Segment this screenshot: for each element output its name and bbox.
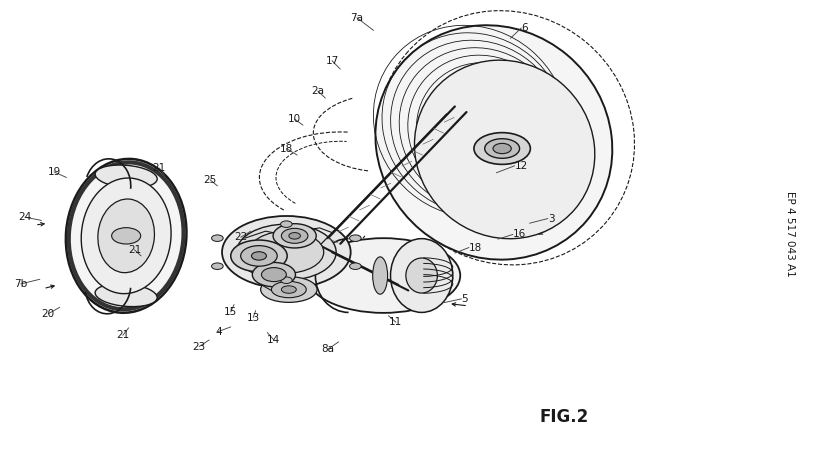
Text: 2a: 2a — [311, 86, 325, 96]
Text: 11: 11 — [389, 317, 403, 327]
Ellipse shape — [111, 227, 141, 244]
Text: FIG.2: FIG.2 — [540, 408, 589, 425]
Text: 20: 20 — [42, 309, 55, 319]
Ellipse shape — [222, 216, 351, 288]
Ellipse shape — [273, 224, 316, 248]
Ellipse shape — [261, 276, 317, 303]
Text: 8a: 8a — [321, 344, 334, 354]
Text: 10: 10 — [288, 114, 301, 124]
Ellipse shape — [271, 281, 306, 298]
Ellipse shape — [485, 139, 520, 158]
Text: 23: 23 — [193, 341, 206, 352]
Text: 18: 18 — [469, 242, 482, 253]
Ellipse shape — [95, 283, 157, 307]
Ellipse shape — [237, 224, 336, 280]
Text: 13: 13 — [247, 312, 260, 323]
Ellipse shape — [281, 228, 308, 243]
Ellipse shape — [95, 165, 157, 188]
Text: 19: 19 — [47, 167, 61, 177]
Ellipse shape — [373, 257, 388, 294]
Ellipse shape — [251, 252, 266, 260]
Ellipse shape — [81, 178, 171, 294]
Text: 25: 25 — [203, 175, 217, 185]
Ellipse shape — [349, 263, 361, 269]
Text: 21: 21 — [128, 245, 141, 255]
Ellipse shape — [391, 239, 453, 312]
Ellipse shape — [289, 233, 300, 239]
Ellipse shape — [307, 238, 461, 313]
Ellipse shape — [249, 231, 324, 273]
Text: 5: 5 — [461, 294, 468, 304]
Text: 21: 21 — [116, 330, 129, 340]
Ellipse shape — [98, 199, 154, 273]
Ellipse shape — [474, 133, 530, 164]
Text: 7b: 7b — [14, 279, 27, 289]
Ellipse shape — [375, 25, 613, 260]
Ellipse shape — [212, 235, 223, 241]
Text: EP 4 517 043 A1: EP 4 517 043 A1 — [785, 191, 795, 276]
Ellipse shape — [281, 221, 292, 227]
Ellipse shape — [241, 246, 277, 266]
Ellipse shape — [66, 159, 187, 313]
Text: 17: 17 — [325, 56, 339, 66]
Ellipse shape — [212, 263, 223, 269]
Text: 15: 15 — [224, 307, 237, 317]
Ellipse shape — [281, 286, 296, 293]
Ellipse shape — [406, 258, 437, 293]
Text: 24: 24 — [18, 212, 32, 222]
Text: 18: 18 — [280, 143, 293, 154]
Ellipse shape — [231, 240, 287, 272]
Ellipse shape — [281, 277, 292, 283]
Ellipse shape — [252, 262, 295, 287]
Text: 7a: 7a — [350, 13, 364, 23]
Text: 4: 4 — [215, 326, 222, 337]
Ellipse shape — [261, 268, 286, 282]
Text: 21: 21 — [153, 163, 166, 173]
Text: 6: 6 — [521, 23, 528, 33]
Ellipse shape — [349, 235, 361, 241]
Text: 16: 16 — [513, 229, 526, 240]
Text: 14: 14 — [267, 335, 281, 345]
Text: 12: 12 — [515, 161, 528, 171]
Ellipse shape — [493, 143, 511, 154]
Text: 22: 22 — [234, 232, 247, 242]
Text: 3: 3 — [548, 213, 554, 224]
Ellipse shape — [414, 60, 595, 239]
